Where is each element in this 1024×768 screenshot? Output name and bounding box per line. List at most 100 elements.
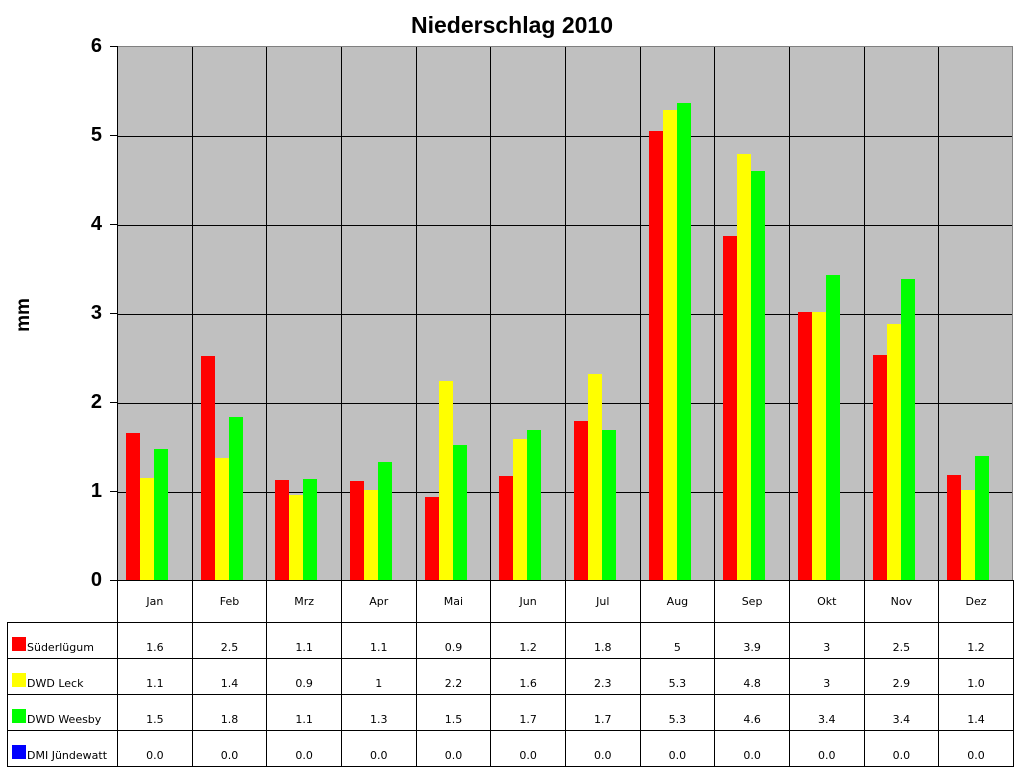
table-cell: 0.0 (340, 730, 417, 767)
table-cell: 0.0 (639, 730, 716, 767)
legend-entry: DMI Jündewatt (7, 730, 118, 767)
table-cell: 0.9 (415, 622, 492, 659)
bar-dwd-leck-apr (364, 490, 378, 580)
table-cell: 1.4 (191, 658, 268, 695)
table-cell: 1.6 (117, 622, 193, 659)
y-tick-label: 4 (90, 213, 102, 235)
y-tick-mark (110, 135, 117, 136)
bar-dwd-leck-jul (588, 373, 602, 580)
category-header: Sep (714, 580, 790, 623)
table-cell: 0.0 (564, 730, 641, 767)
table-cell: 3.4 (788, 694, 865, 731)
table-cell: 1.5 (415, 694, 492, 731)
table-cell: 0.0 (863, 730, 940, 767)
y-tick-mark (110, 313, 117, 314)
h-gridline (117, 314, 1012, 315)
bar-dwd-leck-jan (140, 477, 154, 580)
y-tick-mark (110, 46, 117, 47)
table-row: DWD Leck 1.1 1.4 0.9 1 2.2 1.6 2.3 5.3 4.8 3 2.9 1.0 (7, 658, 1014, 695)
bar-s-derl-gum-jul (574, 420, 588, 580)
bar-dwd-weesby-apr (378, 461, 392, 580)
legend-entry: DWD Weesby (7, 694, 118, 731)
h-gridline (117, 225, 1012, 226)
plot-area (117, 46, 1013, 580)
chart-title: Niederschlag 2010 (410, 12, 613, 38)
legend-swatch-icon (12, 745, 26, 759)
v-gridline (416, 47, 417, 580)
category-header: Apr (340, 580, 417, 623)
table-cell: 3.9 (714, 622, 790, 659)
category-header: Nov (863, 580, 940, 623)
table-cell: 4.6 (714, 694, 790, 731)
y-tick-label: 0 (90, 569, 102, 591)
category-header: Feb (191, 580, 268, 623)
bar-dwd-weesby-feb (228, 417, 243, 580)
table-cell: 0.0 (266, 730, 342, 767)
bar-s-derl-gum-okt (798, 312, 812, 580)
v-gridline (490, 47, 491, 580)
table-cell: 0.0 (938, 730, 1014, 767)
bar-dwd-leck-sep (737, 153, 752, 580)
legend-entry: DWD Leck (7, 658, 118, 695)
table-corner (7, 580, 118, 623)
bar-dwd-weesby-jun (527, 429, 542, 580)
bar-s-derl-gum-mrz (275, 480, 290, 580)
category-header: Mrz (266, 580, 342, 623)
table-cell: 5.3 (639, 658, 716, 695)
table-cell: 1.5 (117, 694, 193, 731)
bar-s-derl-gum-aug (648, 130, 663, 580)
bar-dwd-leck-okt (812, 312, 826, 580)
table-row: DWD Weesby 1.5 1.8 1.1 1.3 1.5 1.7 1.7 5.3 4.6 3.4… (7, 694, 1014, 731)
bar-dwd-leck-dez (961, 490, 976, 580)
category-header: Okt (788, 580, 865, 623)
bar-s-derl-gum-nov (872, 354, 887, 580)
bar-dwd-leck-feb (214, 458, 229, 580)
v-gridline (565, 47, 566, 580)
v-gridline (341, 47, 342, 580)
table-cell: 0.0 (714, 730, 790, 767)
v-gridline (714, 47, 715, 580)
bar-s-derl-gum-apr (350, 481, 364, 580)
bar-s-derl-gum-mai (424, 497, 439, 580)
table-cell: 1.1 (266, 694, 342, 731)
table-cell: 1.1 (340, 622, 417, 659)
v-gridline (938, 47, 939, 580)
table-cell: 1.6 (490, 658, 566, 695)
table-cell: 3 (788, 658, 865, 695)
table-cell: 1.7 (490, 694, 566, 731)
bar-dwd-weesby-aug (676, 102, 691, 580)
table-cell: 0.0 (490, 730, 566, 767)
table-cell: 0.0 (191, 730, 268, 767)
table-cell: 4.8 (714, 658, 790, 695)
table-cell: 2.3 (564, 658, 641, 695)
legend-label: DMI Jündewatt (27, 749, 108, 762)
data-table: Jan Feb Mrz Apr Mai Jun Jul Aug Sep Okt Nov Dez Süde… (7, 580, 1014, 767)
h-gridline (117, 136, 1012, 137)
bar-dwd-weesby-mai (452, 444, 467, 580)
h-gridline (117, 403, 1012, 404)
table-cell: 1.1 (266, 622, 342, 659)
bar-dwd-weesby-nov (900, 279, 915, 580)
bar-dwd-leck-nov (886, 323, 901, 580)
table-cell: 2.9 (863, 658, 940, 695)
category-header: Mai (415, 580, 492, 623)
bar-s-derl-gum-feb (200, 355, 215, 580)
bar-s-derl-gum-jun (499, 475, 514, 580)
legend-label: DWD Leck (27, 677, 84, 690)
category-header: Dez (938, 580, 1014, 623)
y-tick-mark (110, 491, 117, 492)
bar-dwd-leck-mrz (289, 494, 304, 580)
table-cell: 0.0 (415, 730, 492, 767)
bar-dwd-weesby-jan (154, 449, 168, 580)
bar-dwd-weesby-jul (602, 429, 616, 580)
table-cell: 5 (639, 622, 716, 659)
table-row: DMI Jündewatt 0.0 0.0 0.0 0.0 0.0 0.0 0.0 0.0 0.0… (7, 730, 1014, 767)
table-cell: 1.4 (938, 694, 1014, 731)
table-cell: 1.2 (938, 622, 1014, 659)
table-cell: 1 (340, 658, 417, 695)
table-cell: 1.0 (938, 658, 1014, 695)
table-cell: 3.4 (863, 694, 940, 731)
legend-swatch-icon (12, 637, 26, 651)
table-cell: 3 (788, 622, 865, 659)
table-cell: 1.3 (340, 694, 417, 731)
